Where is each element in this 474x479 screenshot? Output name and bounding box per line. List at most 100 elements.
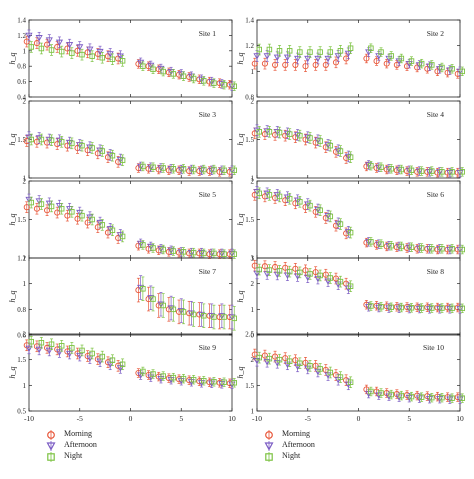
data-point-afternoon: [263, 53, 271, 60]
y-axis-label: h_q: [8, 53, 17, 65]
data-point-afternoon: [197, 76, 206, 84]
data-point-morning: [64, 212, 71, 219]
data-point-night: [297, 49, 303, 55]
data-point-night: [347, 229, 354, 236]
data-point-night: [429, 305, 435, 311]
data-point-afternoon: [167, 247, 175, 255]
data-point-afternoon: [116, 53, 124, 60]
data-point-night: [388, 53, 394, 59]
data-point-night: [256, 46, 262, 53]
site-title: Site 4: [427, 110, 445, 119]
data-point-afternoon: [253, 53, 261, 60]
data-point-night: [48, 47, 55, 53]
data-point-night: [398, 243, 405, 250]
data-point-night: [79, 51, 85, 58]
y-tick-label: 2: [23, 98, 27, 106]
panel-site-2: 0.8 1 1.2 1.4 h_q Site 2: [236, 17, 465, 102]
y-tick-label: 0.6: [17, 78, 26, 86]
data-point-night: [429, 168, 435, 174]
square-marker-icon: [44, 451, 64, 462]
data-point-morning: [322, 271, 329, 278]
data-point-night: [211, 314, 217, 320]
data-point-night: [256, 354, 262, 361]
data-point-night: [58, 139, 65, 145]
y-tick-label: 1.4: [245, 17, 254, 25]
x-tick-label: 10: [228, 414, 236, 423]
data-point-morning: [44, 41, 51, 48]
data-point-night: [398, 55, 405, 62]
site-title: Site 1: [199, 29, 217, 38]
data-point-night: [190, 376, 197, 383]
data-point-morning: [322, 61, 329, 68]
data-point-morning: [312, 61, 319, 68]
data-point-morning: [261, 352, 268, 359]
site-title: Site 5: [199, 190, 217, 199]
y-tick-label: 0.5: [17, 408, 26, 416]
data-point-morning: [251, 60, 258, 67]
panel-site-5: 1 1.5 2 h_q Site 5: [8, 178, 237, 263]
data-point-night: [221, 379, 227, 386]
data-point-night: [109, 152, 116, 159]
panel-site-9: 0.5 1 1.5 2 -10 -5 0 5 10 h_q Site 9: [8, 331, 237, 423]
y-tick-label: 1: [251, 408, 255, 416]
data-point-afternoon: [273, 129, 281, 136]
y-tick-label: 2: [251, 98, 255, 106]
data-point-afternoon: [96, 48, 104, 56]
site-title: Site 10: [423, 343, 444, 352]
data-point-night: [79, 347, 85, 354]
data-point-night: [398, 166, 405, 173]
data-point-night: [160, 68, 166, 75]
data-point-night: [140, 286, 146, 292]
data-point-afternoon: [55, 137, 64, 144]
data-point-night: [79, 142, 85, 149]
data-point-morning: [272, 263, 279, 271]
data-point-night: [368, 388, 374, 395]
data-point-night: [276, 356, 283, 363]
data-point-night: [347, 45, 354, 51]
panel-site-6: 1 1.5 2 h_q Site 6: [236, 178, 465, 263]
data-point-night: [211, 378, 217, 385]
data-point-afternoon: [304, 55, 312, 63]
data-point-night: [38, 45, 45, 52]
data-point-night: [99, 148, 106, 154]
data-point-night: [170, 71, 177, 77]
data-point-afternoon: [218, 250, 226, 258]
legend-item-afternoon: Afternoon: [262, 439, 315, 451]
data-point-afternoon: [187, 310, 195, 317]
data-point-night: [276, 48, 283, 54]
data-point-night: [38, 339, 45, 346]
legend-label-morning: Morning: [64, 429, 92, 438]
y-tick-label: 2: [251, 356, 255, 364]
y-tick-label: 1.5: [17, 216, 26, 224]
data-point-night: [418, 394, 425, 400]
y-tick-label: 2: [251, 178, 255, 186]
data-point-night: [317, 207, 323, 214]
data-point-night: [160, 246, 166, 253]
x-tick-label: 0: [129, 414, 133, 423]
data-point-night: [337, 48, 344, 54]
data-point-night: [160, 373, 166, 379]
data-point-night: [347, 283, 354, 289]
data-point-night: [378, 164, 384, 170]
data-point-afternoon: [283, 54, 292, 61]
data-point-night: [276, 129, 283, 136]
data-point-night: [317, 49, 323, 55]
x-tick-label: 5: [407, 414, 411, 423]
data-point-afternoon: [197, 249, 206, 257]
data-point-night: [140, 63, 146, 69]
data-point-night: [180, 73, 187, 79]
site-title: Site 6: [427, 190, 445, 199]
y-tick-label: 1.5: [245, 136, 254, 144]
data-point-night: [459, 395, 465, 401]
data-point-night: [398, 392, 405, 399]
data-point-afternoon: [66, 206, 74, 213]
data-point-night: [190, 75, 197, 82]
data-point-morning: [302, 267, 309, 274]
data-point-afternoon: [208, 78, 216, 86]
data-point-night: [337, 374, 344, 380]
y-tick-label: 1: [23, 255, 27, 263]
data-point-afternoon: [304, 134, 312, 141]
data-point-morning: [282, 61, 289, 68]
data-point-night: [48, 341, 55, 348]
data-point-night: [418, 168, 425, 174]
